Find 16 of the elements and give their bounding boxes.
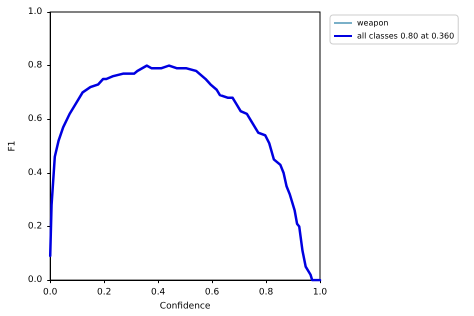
x-tick-label: 0.6 — [204, 288, 220, 298]
x-tick-label: 0.2 — [97, 288, 112, 298]
x-tick-label: 0.4 — [150, 288, 166, 298]
y-tick-label: 0.6 — [28, 114, 42, 124]
legend-label: weapon — [357, 18, 388, 28]
y-tick-label: 0.0 — [28, 275, 42, 286]
y-tick-label: 0.8 — [28, 60, 42, 71]
x-axis-title: Confidence — [160, 302, 211, 312]
y-tick-label: 0.2 — [28, 221, 42, 232]
y-tick-label: 1.0 — [28, 7, 42, 17]
y-axis-title: F1 — [8, 140, 18, 152]
y-tick-label: 0.4 — [28, 168, 42, 178]
x-tick-label: 0.8 — [258, 288, 274, 298]
x-tick-label: 1.0 — [312, 288, 328, 298]
x-tick-label: 0.0 — [43, 288, 58, 298]
legend-label: all classes 0.80 at 0.360 — [357, 32, 454, 40]
